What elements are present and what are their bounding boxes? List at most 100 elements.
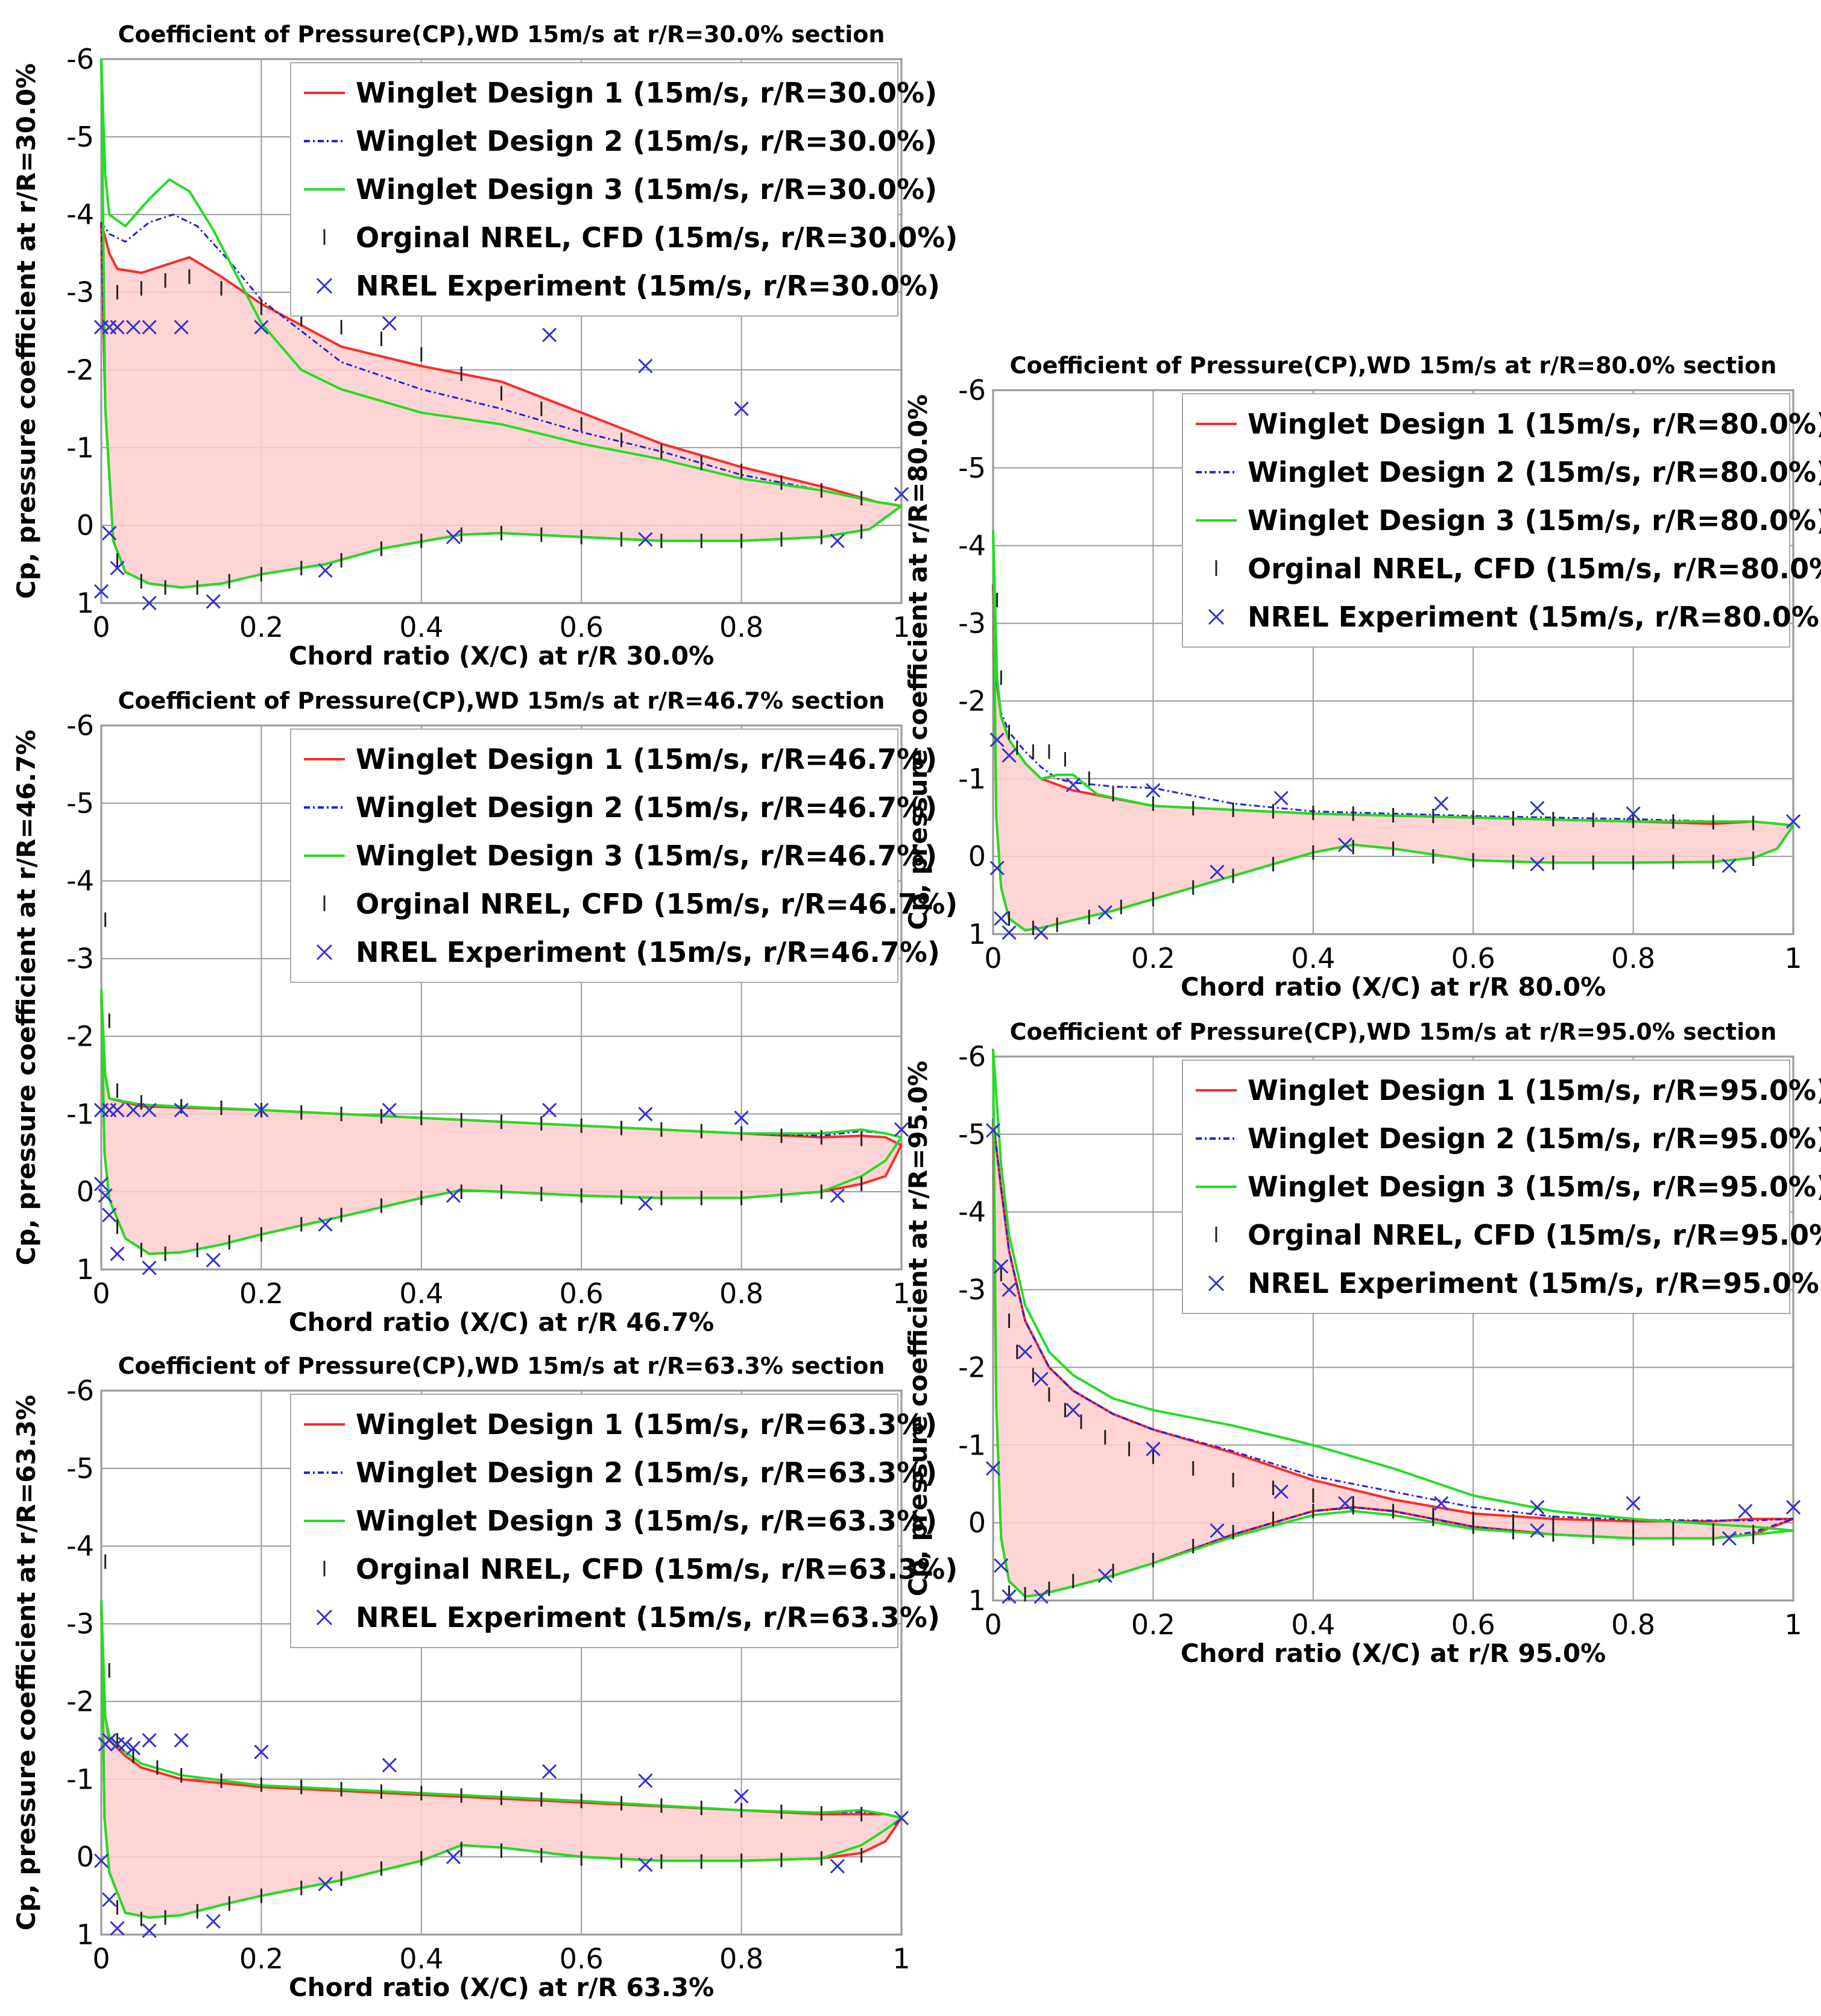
experiment-point [638, 1196, 653, 1211]
experiment-point [1002, 1282, 1017, 1297]
x-tick-label: 0.8 [1611, 942, 1655, 975]
y-tick-label: -3 [958, 1274, 986, 1306]
experiment-point [206, 1253, 221, 1268]
experiment-point [1785, 814, 1801, 829]
experiment-point [1530, 801, 1545, 816]
chart-panel-4: 0 0.2 0.4 0.6 0.8 1-6-5-4-3-2-101Coefficient … [903, 352, 1821, 1002]
experiment-point [638, 1773, 653, 1788]
x-tick-label: 0.6 [1451, 942, 1495, 975]
legend-label: Orginal NREL, CFD (15m/s, r/R=95.0%) [1248, 1219, 1821, 1251]
y-tick-label: -2 [66, 353, 94, 386]
experiment-point [318, 1877, 333, 1892]
legend-label: NREL Experiment (15m/s, r/R=63.3%) [356, 1601, 940, 1634]
experiment-point [1034, 1589, 1049, 1604]
experiment-point [994, 1558, 1009, 1573]
experiment-point [1210, 864, 1225, 879]
experiment-point [1626, 806, 1641, 821]
legend-label: Winglet Design 3 (15m/s, r/R=80.0%) [1248, 504, 1821, 537]
x-tick-label: 0.4 [1291, 942, 1335, 975]
y-tick-label: 0 [77, 1175, 94, 1208]
experiment-point [93, 584, 109, 599]
x-tick-label: 0 [92, 1277, 110, 1310]
legend-label: Winglet Design 3 (15m/s, r/R=46.7%) [356, 839, 937, 872]
experiment-point [989, 732, 1005, 747]
x-tick-label: 0.2 [239, 611, 283, 643]
y-tick-label: -3 [958, 607, 986, 640]
y-tick-label: -3 [66, 1608, 94, 1640]
experiment-point [1002, 925, 1017, 940]
legend-label: Winglet Design 1 (15m/s, r/R=95.0%) [1248, 1074, 1821, 1107]
experiment-point [110, 1102, 125, 1117]
y-tick-label: -1 [66, 1763, 94, 1795]
y-tick-label: -6 [958, 1040, 986, 1073]
pressure-area-fill [993, 584, 1793, 931]
x-tick-label: 0 [92, 1942, 110, 1975]
y-tick-label: -5 [66, 787, 94, 820]
chart-title: Coefficient of Pressure(CP),WD 15m/s at … [1010, 352, 1777, 379]
y-tick-label: -4 [958, 529, 986, 562]
experiment-point [446, 529, 461, 545]
legend: Winglet Design 1 (15m/s, r/R=46.7%) Wingl… [290, 728, 958, 983]
experiment-point [1530, 1500, 1545, 1515]
experiment-point [254, 1745, 269, 1760]
pressure-area-fill [993, 1119, 1793, 1597]
legend-label: Winglet Design 2 (15m/s, r/R=80.0%) [1248, 456, 1821, 488]
legend-swatch [1208, 608, 1225, 625]
y-tick-label: 1 [968, 918, 986, 950]
experiment-point [142, 1102, 157, 1117]
experiment-point [894, 1122, 909, 1137]
experiment-point [318, 563, 333, 578]
chart-panel-3: 0 0.2 0.4 0.6 0.8 1-6-5-4-3-2-101Coefficient … [11, 1353, 958, 2002]
x-tick-label: 0.6 [560, 611, 604, 643]
experiment-point [1434, 796, 1449, 811]
legend: Winglet Design 1 (15m/s, r/R=80.0%) Wingl… [1182, 393, 1821, 648]
y-tick-label: -2 [66, 1685, 94, 1717]
legend-label: Winglet Design 2 (15m/s, r/R=63.3%) [356, 1456, 937, 1489]
experiment-point [174, 1102, 189, 1117]
x-tick-label: 0 [92, 611, 110, 643]
y-tick-label: 1 [77, 587, 94, 619]
experiment-point [1097, 905, 1112, 920]
chart-title: Coefficient of Pressure(CP),WD 15m/s at … [118, 687, 885, 714]
legend-label: Winglet Design 2 (15m/s, r/R=46.7%) [356, 791, 937, 824]
series-line-3-upper [992, 1048, 1794, 1532]
x-tick-label: 0.8 [719, 1277, 763, 1310]
experiment-point [1210, 1523, 1225, 1538]
x-tick-label: 0.4 [399, 1942, 443, 1975]
experiment-point [1530, 856, 1545, 872]
experiment-point [142, 595, 157, 611]
x-tick-label: 1 [1784, 942, 1802, 975]
experiment-point [734, 401, 749, 416]
y-tick-label: -2 [66, 1020, 94, 1052]
experiment-point [985, 1461, 1001, 1476]
experiment-point [638, 1857, 653, 1872]
y-tick-label: -6 [958, 374, 986, 406]
y-tick-label: -4 [66, 1530, 94, 1563]
legend-label: Orginal NREL, CFD (15m/s, r/R=46.7%) [356, 888, 958, 920]
experiment-point [126, 1740, 141, 1755]
legend-label: NREL Experiment (15m/s, r/R=80.0%) [1248, 601, 1821, 633]
series-line-1-upper [100, 222, 902, 507]
x-tick-label: 0.8 [1611, 1608, 1655, 1641]
experiment-point [894, 487, 909, 502]
y-axis-label: Cp, pressure coefficient at r/R=46.7% [11, 730, 41, 1265]
experiment-point [142, 1260, 157, 1275]
legend-swatch [316, 1609, 333, 1626]
experiment-point [1018, 1344, 1033, 1359]
x-axis-label: Chord ratio (X/C) at r/R 63.3% [289, 1973, 714, 2002]
y-tick-label: -1 [958, 762, 986, 795]
x-tick-label: 0.6 [1451, 1608, 1495, 1641]
y-tick-label: -5 [66, 121, 94, 153]
experiment-point [206, 1914, 221, 1929]
legend-label: Orginal NREL, CFD (15m/s, r/R=80.0%) [1248, 552, 1821, 585]
legend-label: Winglet Design 3 (15m/s, r/R=95.0%) [1248, 1171, 1821, 1203]
experiment-point [254, 1102, 269, 1117]
experiment-point [1034, 1371, 1049, 1386]
legend-label: Orginal NREL, CFD (15m/s, r/R=30.0%) [356, 221, 958, 254]
experiment-point [894, 1810, 909, 1825]
experiment-point [93, 1853, 109, 1868]
legend-label: Winglet Design 1 (15m/s, r/R=46.7%) [356, 743, 937, 776]
experiment-point [1337, 1496, 1352, 1511]
x-tick-label: 0.2 [239, 1942, 283, 1975]
